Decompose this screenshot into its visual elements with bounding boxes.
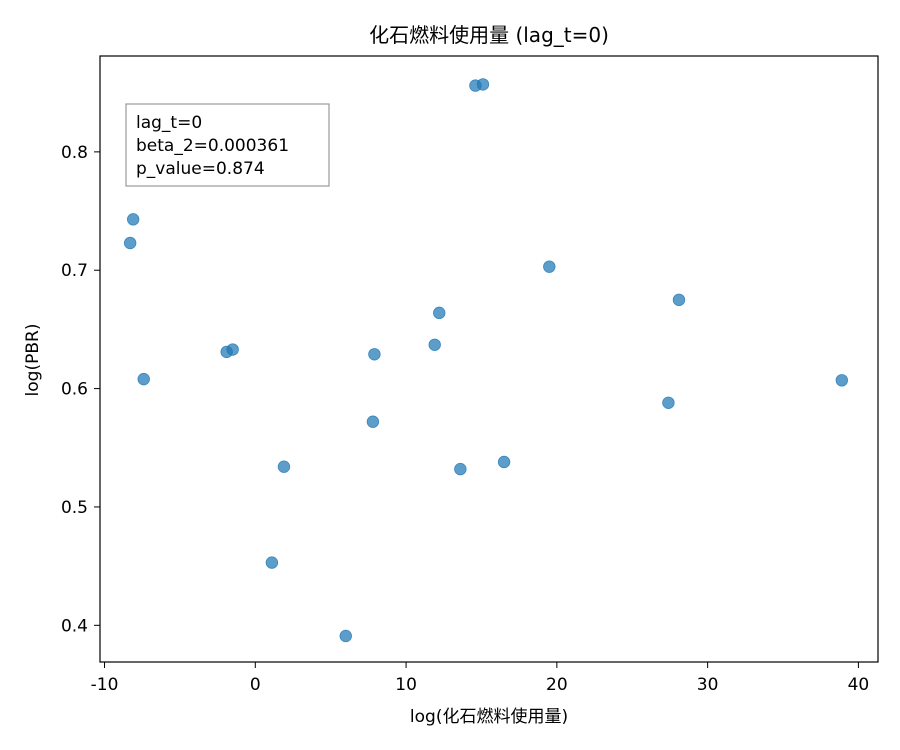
y-tick-label: 0.5 xyxy=(61,498,88,518)
x-axis-label: log(化石燃料使用量) xyxy=(410,706,568,727)
data-point xyxy=(428,338,441,351)
stat-lag-text: lag_t=0 xyxy=(136,113,202,133)
plot-area xyxy=(99,55,879,663)
data-point xyxy=(835,374,849,387)
data-point xyxy=(497,455,511,469)
x-tick-label: 30 xyxy=(697,675,719,695)
x-tick-label: 20 xyxy=(546,675,568,695)
y-tick-label: 0.7 xyxy=(61,261,88,281)
data-point xyxy=(672,293,686,307)
data-point xyxy=(137,372,150,386)
y-tick-label: 0.8 xyxy=(61,143,88,163)
stat-pvalue-text: p_value=0.874 xyxy=(136,159,265,179)
data-point xyxy=(123,236,137,250)
data-point xyxy=(265,556,279,569)
data-point xyxy=(277,460,291,473)
x-tick-label: 0 xyxy=(250,675,261,695)
data-point xyxy=(366,415,380,428)
data-point xyxy=(226,343,239,356)
y-axis-ticks: 0.4 0.5 0.6 0.7 0.8 xyxy=(61,143,100,636)
stat-beta-text: beta_2=0.000361 xyxy=(136,136,289,156)
data-point xyxy=(126,213,140,226)
x-tick-label: 40 xyxy=(848,675,870,695)
x-tick-label: 10 xyxy=(395,675,417,695)
data-point xyxy=(433,306,446,320)
y-axis-label: log(PBR) xyxy=(23,324,43,397)
data-point xyxy=(476,78,490,91)
data-point xyxy=(368,348,381,361)
y-tick-label: 0.4 xyxy=(61,616,88,636)
stats-annotation-box: lag_t=0 beta_2=0.000361 p_value=0.874 xyxy=(125,103,330,187)
y-tick-label: 0.6 xyxy=(61,380,88,400)
x-axis-ticks: -10 0 10 20 30 40 xyxy=(91,662,870,695)
data-point xyxy=(339,629,352,643)
stats-annotation-frame xyxy=(125,103,330,187)
data-points xyxy=(123,78,849,643)
chart-title: 化石燃料使用量 (lag_t=0) xyxy=(369,23,609,47)
x-tick-label: -10 xyxy=(91,675,119,695)
data-point xyxy=(662,396,675,409)
data-point xyxy=(454,462,467,476)
data-point xyxy=(543,260,556,273)
